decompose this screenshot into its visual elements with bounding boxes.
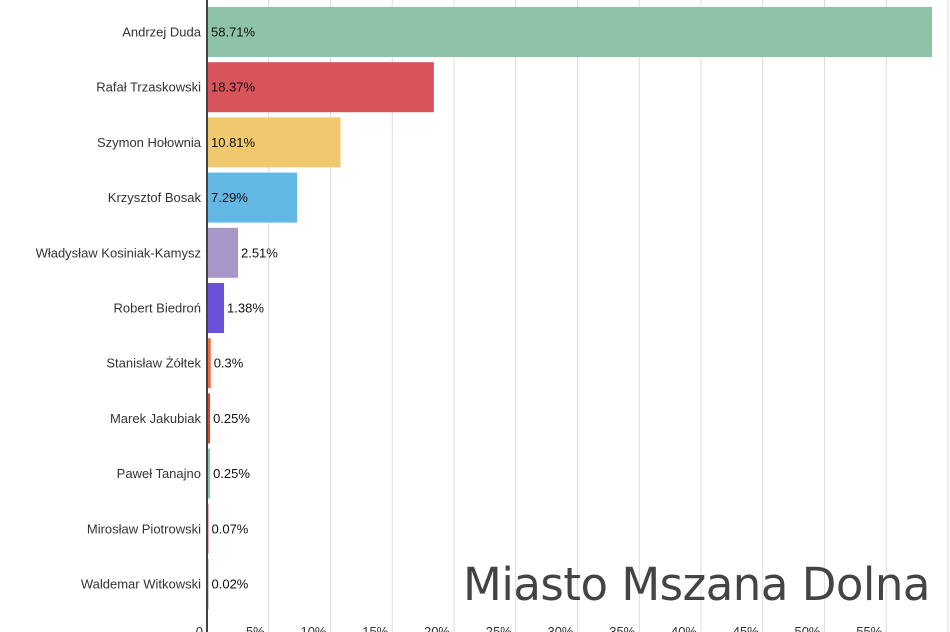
data-label: 1.38% (227, 301, 264, 316)
x-tick-label: 55% (856, 624, 882, 632)
category-label: Mirosław Piotrowski (87, 521, 201, 536)
bar (207, 338, 211, 389)
x-tick-label: 25% (486, 624, 512, 632)
category-label: Rafał Trzaskowski (96, 80, 201, 95)
data-label: 10.81% (211, 135, 256, 150)
x-tick-label: 15% (362, 624, 388, 632)
category-label: Paweł Tanajno (117, 466, 201, 481)
x-tick-label: 20% (424, 624, 450, 632)
bar (207, 393, 211, 444)
data-label: 18.37% (211, 80, 256, 95)
x-tick-label: 10% (300, 624, 326, 632)
category-label: Marek Jakubiak (110, 411, 202, 426)
x-tick-label: 40% (671, 624, 697, 632)
category-label: Krzysztof Bosak (108, 190, 202, 205)
category-label: Stanisław Żółtek (106, 356, 201, 371)
x-tick-label: 35% (609, 624, 635, 632)
bar (207, 7, 933, 57)
data-label: 0.07% (212, 521, 249, 536)
data-label: 0.25% (213, 411, 250, 426)
bar (207, 448, 211, 499)
data-label: 7.29% (211, 190, 248, 205)
bar (207, 62, 434, 113)
data-label: 58.71% (211, 25, 256, 40)
category-label: Waldemar Witkowski (81, 577, 201, 592)
data-label: 0.25% (213, 466, 250, 481)
data-label: 0.3% (214, 356, 244, 371)
chart-title: Miasto Mszana Dolna (463, 558, 930, 611)
category-label: Andrzej Duda (122, 25, 202, 40)
bar (207, 283, 225, 333)
x-tick-label: 0 (196, 624, 203, 632)
category-label: Szymon Hołownia (97, 135, 202, 150)
bar (207, 227, 238, 278)
x-tick-label: 50% (794, 624, 820, 632)
x-tick-label: 45% (733, 624, 759, 632)
data-label: 0.02% (212, 577, 249, 592)
bar (207, 172, 298, 223)
bar (207, 117, 341, 168)
x-tick-label: 30% (547, 624, 573, 632)
category-label: Robert Biedroń (114, 301, 201, 316)
x-tick-label: 5% (246, 624, 265, 632)
category-label: Władysław Kosiniak-Kamysz (36, 245, 201, 260)
data-label: 2.51% (241, 245, 278, 260)
